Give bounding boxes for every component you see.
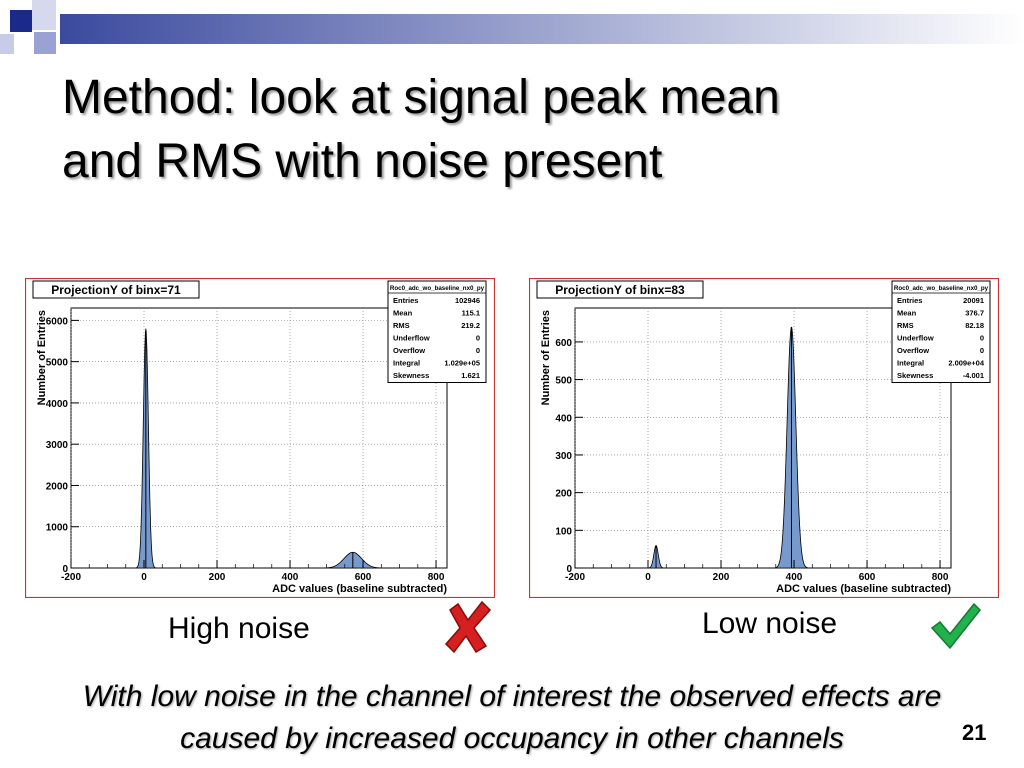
y-axis-title: Number of Entries [36,310,48,405]
title-line-1: Method: look at signal peak mean [62,71,780,124]
y-tick-label: 500 [555,376,572,387]
slide-title: Method: look at signal peak mean and RMS… [62,66,962,194]
corner-decoration [0,0,1024,54]
x-tick-label: 200 [713,572,730,583]
stats-value: 102946 [455,296,480,305]
stats-value: 0 [980,334,984,343]
green-check-icon [930,602,982,650]
y-tick-label: 0 [62,564,68,575]
y-tick-label: 5000 [46,358,69,369]
y-tick-label: 4000 [46,399,69,410]
histogram-fill [575,327,951,569]
stats-value: 376.7 [965,309,984,318]
histogram-panel-high-noise: -200 0 200 400 600 80001000200030004000500060… [25,278,495,598]
stats-label: Skewness [897,371,933,380]
stats-label: RMS [897,321,914,330]
x-tick-label: 800 [932,572,949,583]
stats-name: Roc0_adc_wo_baseline_nx0_py [894,285,989,292]
stats-value: 0 [980,346,984,355]
stats-label: Mean [897,309,917,318]
stats-value: 82.18 [965,321,984,330]
stats-label: RMS [393,321,410,330]
stats-value: -4.001 [963,371,984,380]
page-number: 21 [962,720,987,745]
y-tick-label: 300 [555,451,572,462]
stats-value: 1.029e+05 [444,359,480,368]
caption-low-noise: Low noise [702,607,838,640]
chart-title: ProjectionY of binx=83 [555,283,685,297]
stats-value: 0 [476,334,480,343]
y-tick-label: 100 [555,526,572,537]
plot-area [574,307,952,569]
stats-box [891,280,991,383]
stats-value: 20091 [963,296,984,305]
stats-value: 219.2 [461,321,480,330]
y-tick-label: 0 [566,564,572,575]
y-tick-label: 1000 [46,523,69,534]
y-tick-label: 600 [555,338,572,349]
x-axis-title: ADC values (baseline subtracted) [272,583,447,595]
stats-label: Entries [897,296,922,305]
plot-area [70,307,448,569]
x-tick-label: 400 [282,572,299,583]
y-tick-label: 400 [555,413,572,424]
stats-label: Integral [897,359,924,368]
x-tick-label: 400 [786,572,803,583]
stats-label: Integral [393,359,420,368]
title-line-2: and RMS with noise present [62,135,663,188]
stats-value: 115.1 [462,309,480,318]
x-tick-label: 0 [645,572,651,583]
x-tick-label: 600 [355,572,372,583]
x-tick-label: 800 [428,572,445,583]
histogram-panel-low-noise: -200 0 200 400 600 8000100200300400500600ADC … [529,278,999,598]
stats-box [387,280,487,383]
conclusion-line-2: caused by increased occupancy in other c… [180,722,844,755]
stats-label: Skewness [393,371,429,380]
y-tick-label: 3000 [46,440,69,451]
stats-label: Underflow [393,334,430,343]
x-tick-label: 600 [859,572,876,583]
conclusion-line-1: With low noise in the channel of interes… [82,680,942,713]
caption-high-noise: High noise [168,612,310,645]
stats-label: Entries [393,296,418,305]
chart-title-box [536,280,704,299]
stats-value: 1.621 [461,371,480,380]
y-tick-label: 6000 [46,316,69,327]
stats-name: Roc0_adc_wo_baseline_nx0_py [390,285,485,292]
x-tick-label: 200 [209,572,226,583]
x-tick-label: 0 [141,572,147,583]
stats-label: Underflow [897,334,934,343]
x-tick-label: -200 [565,572,585,583]
y-axis-title: Number of Entries [540,310,552,405]
x-tick-label: -200 [61,572,81,583]
y-tick-label: 200 [555,489,572,500]
x-axis-title: ADC values (baseline subtracted) [776,583,951,595]
y-tick-label: 2000 [46,481,69,492]
stats-value: 2.009e+04 [948,359,984,368]
stats-value: 0 [476,346,480,355]
conclusion-text: With low noise in the channel of interes… [0,676,1024,760]
stats-label: Mean [393,309,413,318]
stats-label: Overflow [393,346,425,355]
stats-label: Overflow [897,346,929,355]
chart-title-box [32,280,200,299]
chart-title: ProjectionY of binx=71 [51,283,181,297]
red-cross-icon [444,600,492,654]
